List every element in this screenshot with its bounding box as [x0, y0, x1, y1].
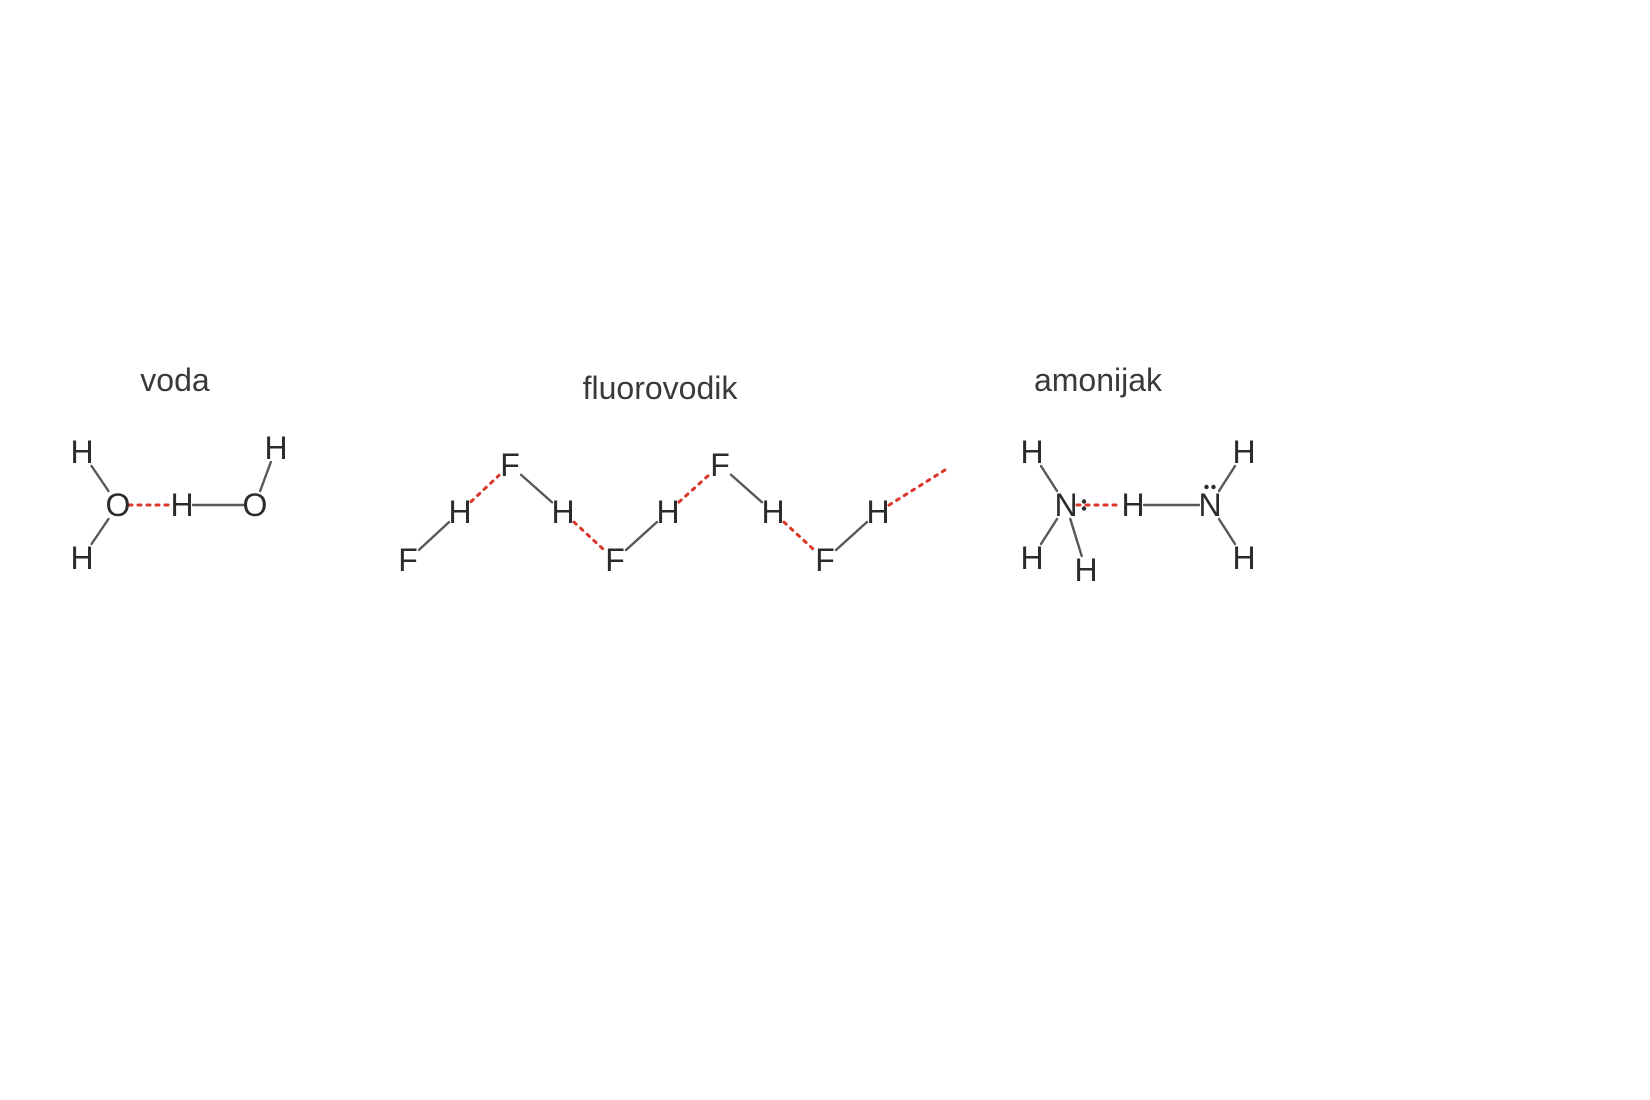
atom-F: F: [710, 447, 730, 483]
hydrogen-bond: [574, 522, 604, 550]
atom-O: O: [106, 487, 131, 523]
atom-H: H: [170, 487, 193, 523]
hydrogen-bond: [889, 470, 945, 505]
diagram-ammonia: amonijakNHHHHNHH: [1020, 362, 1255, 588]
covalent-bond: [626, 522, 657, 550]
atom-O: O: [243, 487, 268, 523]
atom-H: H: [551, 494, 574, 530]
atom-F: F: [500, 447, 520, 483]
title-ammonia: amonijak: [1034, 362, 1163, 398]
molecule-diagram: vodaOHHHOHfluorovodikFHFHFHFHFHamonijakN…: [0, 0, 1650, 1100]
covalent-bond: [731, 475, 762, 502]
atom-F: F: [815, 542, 835, 578]
hydrogen-bond: [471, 475, 499, 501]
title-hf: fluorovodik: [583, 370, 739, 406]
atom-H: H: [1232, 540, 1255, 576]
atom-H: H: [70, 540, 93, 576]
hydrogen-bond: [784, 522, 814, 550]
covalent-bond: [419, 522, 449, 550]
atom-F: F: [398, 542, 418, 578]
lone-pair-dot: [1082, 506, 1086, 510]
atom-H: H: [1074, 552, 1097, 588]
atom-H: H: [264, 430, 287, 466]
hydrogen-bond: [679, 475, 709, 502]
atom-H: H: [70, 434, 93, 470]
atom-F: F: [605, 542, 625, 578]
atom-H: H: [761, 494, 784, 530]
covalent-bond: [521, 475, 552, 502]
diagram-water: vodaOHHHOH: [70, 362, 287, 576]
atom-H: H: [1232, 434, 1255, 470]
atom-H: H: [656, 494, 679, 530]
covalent-bond: [1070, 519, 1081, 556]
lone-pair-dot: [1082, 499, 1086, 503]
atom-H: H: [1121, 487, 1144, 523]
atom-H: H: [866, 494, 889, 530]
atom-N: N: [1054, 487, 1077, 523]
covalent-bond: [836, 522, 867, 550]
atom-N: N: [1198, 487, 1221, 523]
diagram-hf: fluorovodikFHFHFHFHFH: [398, 370, 945, 578]
atom-H: H: [1020, 434, 1043, 470]
atom-H: H: [1020, 540, 1043, 576]
atom-H: H: [448, 494, 471, 530]
title-water: voda: [140, 362, 210, 398]
